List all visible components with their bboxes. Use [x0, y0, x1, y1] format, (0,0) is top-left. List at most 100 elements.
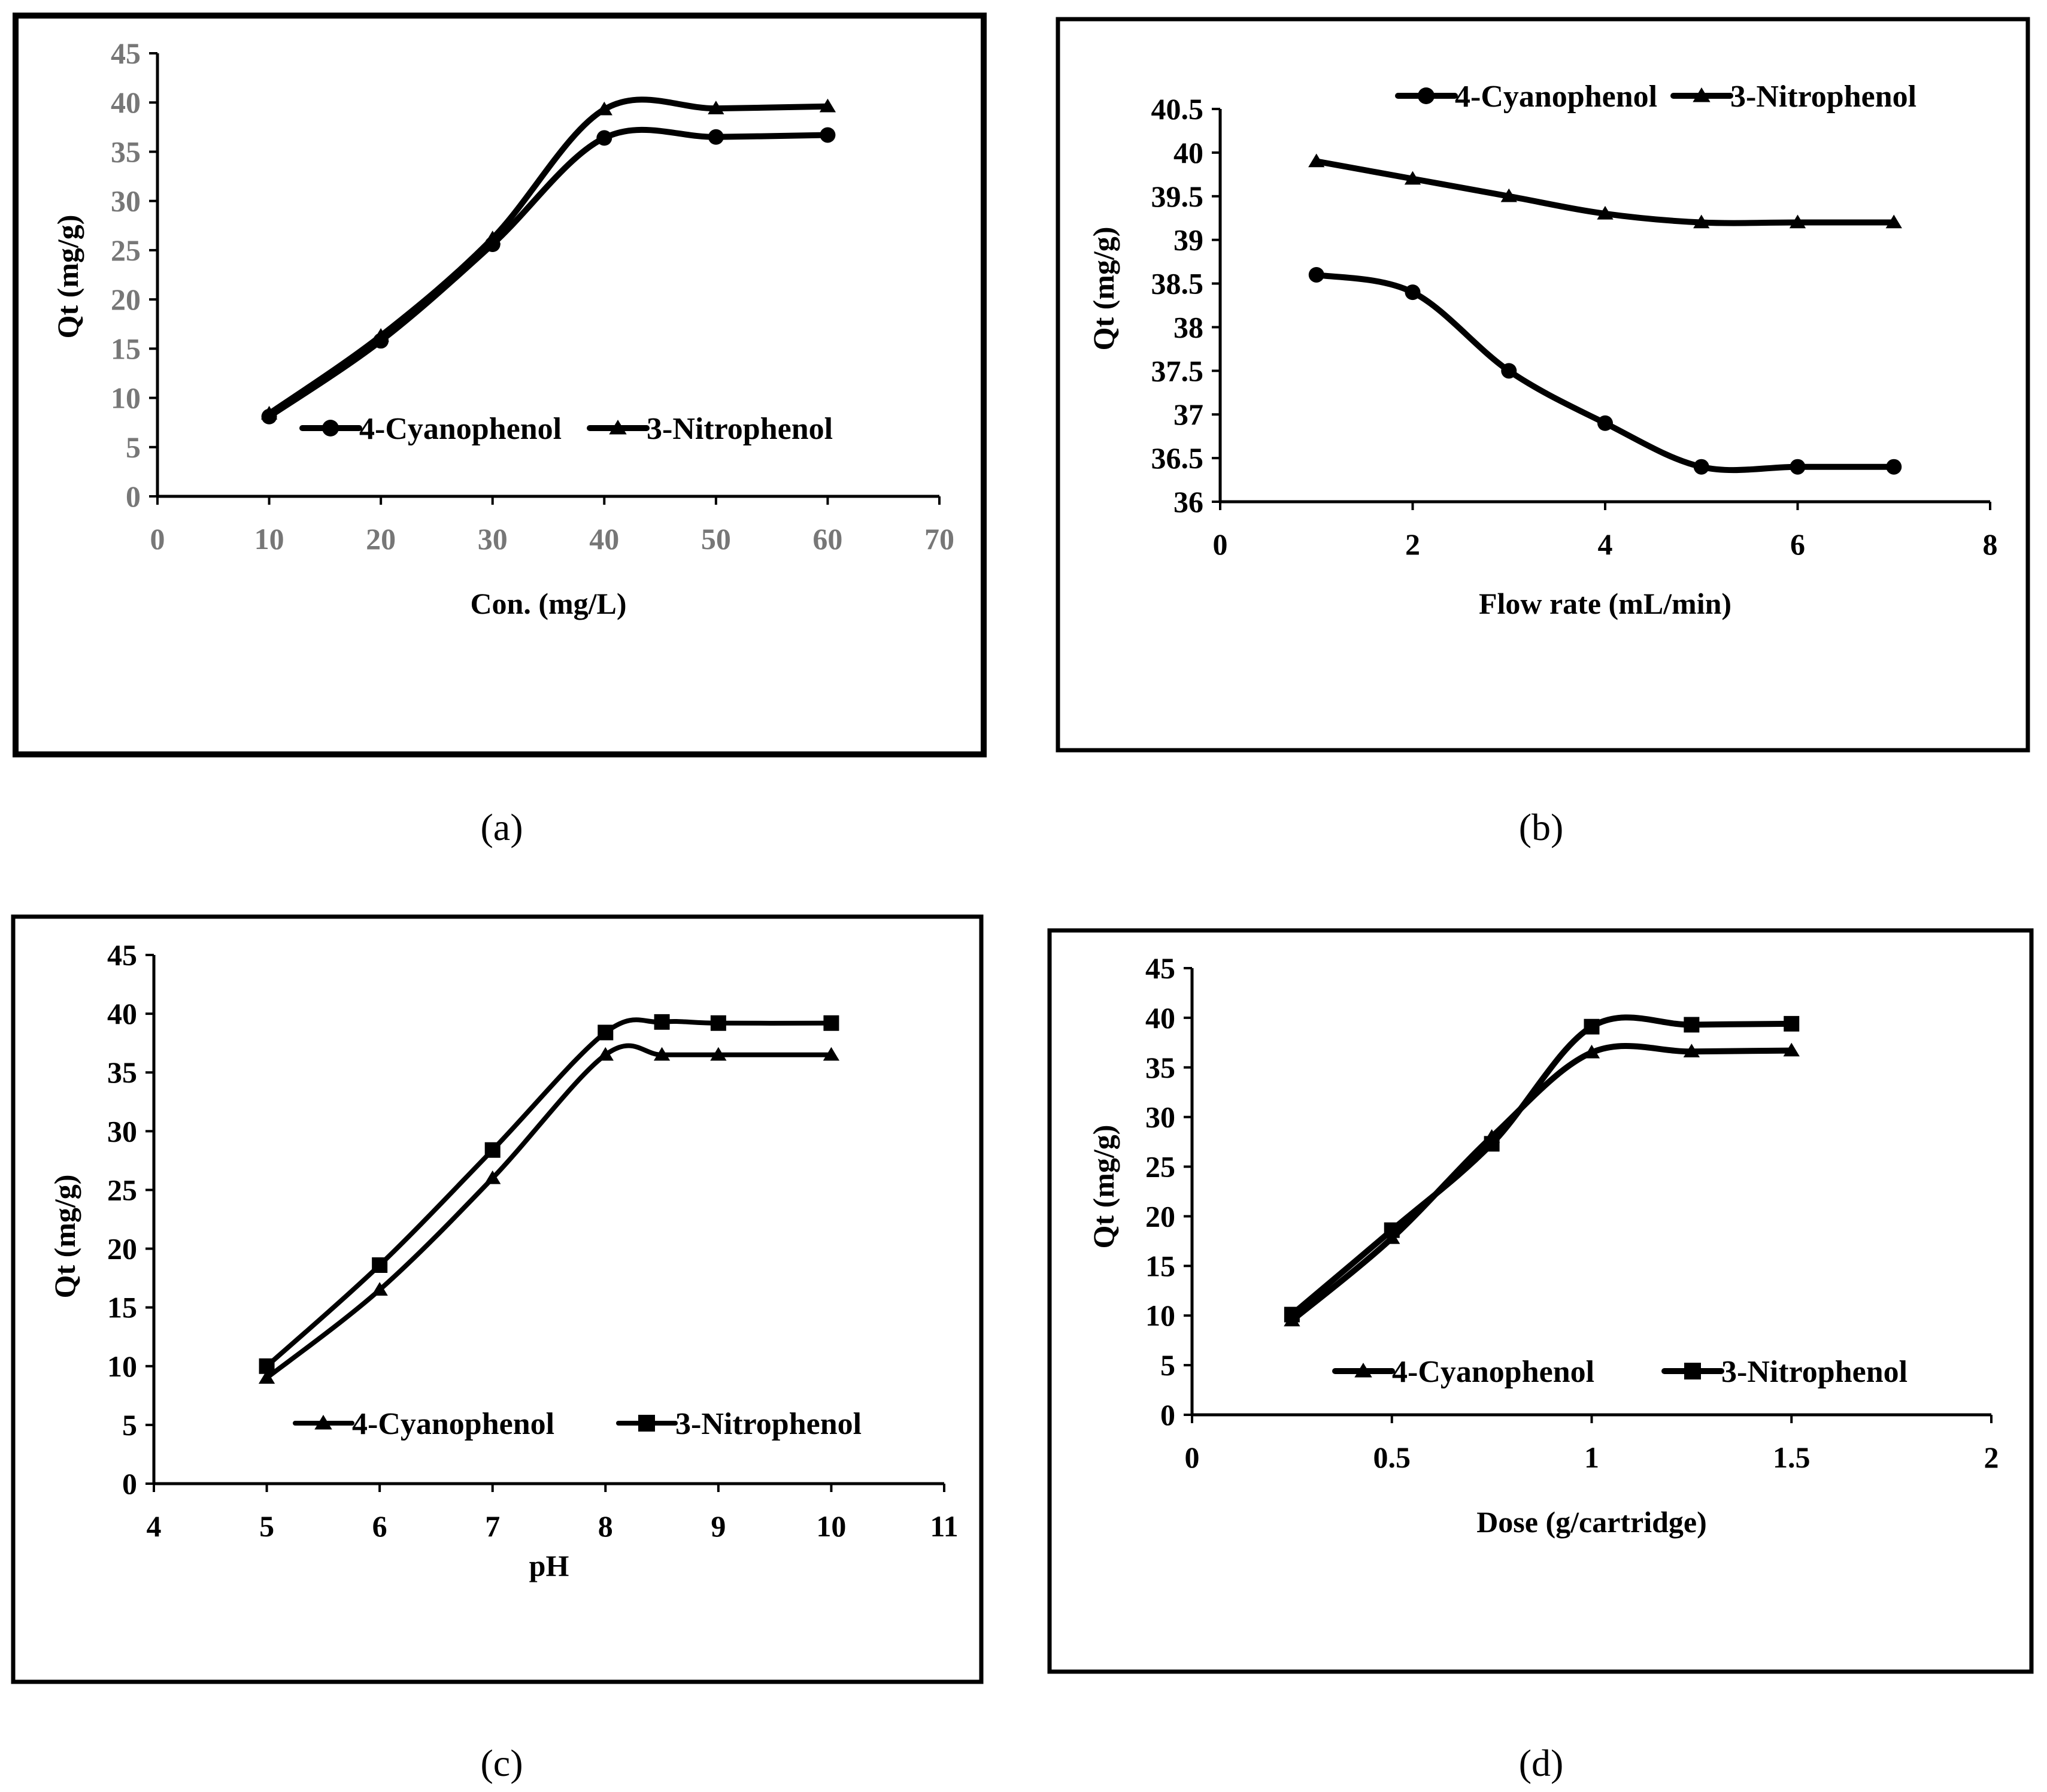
y-tick-label-b: 40 [1173, 136, 1203, 169]
data-point-c-3-nitrophenol [484, 1142, 501, 1158]
y-tick-label-c: 10 [107, 1350, 137, 1383]
y-axis-title-d: Qt (mg/g) [1087, 1125, 1120, 1249]
x-tick-label-c: 8 [598, 1509, 613, 1543]
data-point-d-3-nitrophenol [1684, 1017, 1700, 1033]
data-point-a-4-cyanophenol [820, 127, 836, 143]
data-point-b-3-nitrophenol [1597, 205, 1614, 220]
y-tick-label-c: 0 [122, 1467, 137, 1500]
x-tick-label-d: 0.5 [1373, 1441, 1411, 1474]
legend-marker-c-1 [638, 1415, 655, 1432]
y-tick-label-a: 10 [111, 381, 141, 415]
y-tick-label-c: 15 [107, 1291, 137, 1324]
data-point-b-4-cyanophenol [1501, 363, 1517, 379]
panel-caption-b: (b) [1519, 806, 1564, 848]
data-point-c-3-nitrophenol [654, 1014, 670, 1030]
y-tick-label-b: 38 [1173, 310, 1203, 344]
y-tick-label-d: 45 [1145, 951, 1175, 985]
x-tick-label-d: 1 [1584, 1441, 1599, 1474]
x-tick-label-a: 40 [589, 522, 619, 556]
data-point-b-4-cyanophenol [1693, 459, 1709, 475]
data-point-d-3-nitrophenol [1484, 1136, 1500, 1152]
legend-label-b-1: 3-Nitrophenol [1730, 80, 1916, 114]
y-tick-label-d: 15 [1145, 1249, 1175, 1282]
x-tick-label-c: 7 [485, 1509, 500, 1543]
data-point-a-4-cyanophenol [708, 129, 724, 145]
y-tick-label-b: 40.5 [1151, 92, 1204, 126]
legend-marker-a-0 [322, 420, 339, 436]
y-axis-title-b: Qt (mg/g) [1087, 227, 1120, 351]
x-tick-label-d: 1.5 [1773, 1441, 1811, 1474]
x-tick-label-a: 30 [478, 522, 508, 556]
data-point-b-3-nitrophenol [1404, 171, 1421, 185]
y-tick-label-d: 25 [1145, 1150, 1175, 1184]
data-point-a-3-nitrophenol [708, 101, 724, 114]
y-tick-label-c: 45 [107, 938, 137, 972]
x-tick-label-b: 6 [1790, 527, 1805, 561]
x-tick-label-c: 9 [711, 1509, 726, 1543]
data-point-d-3-nitrophenol [1384, 1222, 1400, 1238]
data-point-c-4-cyanophenol [823, 1047, 840, 1061]
legend-marker-b-0 [1418, 87, 1435, 104]
data-point-d-4-cyanophenol [1783, 1042, 1800, 1057]
data-point-c-4-cyanophenol [653, 1047, 671, 1061]
y-tick-label-d: 30 [1145, 1100, 1175, 1134]
data-point-a-3-nitrophenol [260, 405, 278, 420]
x-tick-label-b: 0 [1213, 527, 1228, 561]
panel-caption-a: (a) [480, 806, 523, 848]
data-point-d-4-cyanophenol [1683, 1044, 1700, 1058]
data-point-d-3-nitrophenol [1284, 1306, 1300, 1323]
x-tick-label-d: 0 [1185, 1441, 1200, 1474]
x-axis-title-d: Dose (g/cartridge) [1476, 1505, 1707, 1539]
x-tick-label-b: 4 [1598, 527, 1613, 561]
y-tick-label-d: 5 [1160, 1348, 1175, 1382]
data-point-a-3-nitrophenol [819, 98, 836, 113]
data-point-c-3-nitrophenol [598, 1024, 614, 1041]
data-point-b-3-nitrophenol [1500, 188, 1517, 202]
data-point-c-4-cyanophenol [371, 1282, 388, 1296]
data-point-a-4-cyanophenol [596, 130, 612, 146]
legend-label-c-1: 3-Nitrophenol [675, 1407, 862, 1441]
x-tick-label-d: 2 [1984, 1441, 1999, 1474]
panel-caption-d: (d) [1519, 1742, 1564, 1784]
x-axis-title-b: Flow rate (mL/min) [1479, 587, 1731, 620]
data-point-c-3-nitrophenol [259, 1358, 275, 1374]
x-tick-label-a: 70 [924, 522, 954, 556]
data-point-c-3-nitrophenol [823, 1015, 839, 1031]
data-point-c-4-cyanophenol [597, 1047, 614, 1061]
data-point-b-3-nitrophenol [1885, 214, 1902, 229]
chart-panel-b: 0 2 4 6 8 36 36.5 37 37.5 38 38.5 39 39.5 40 40.5 Flow … [1087, 80, 1998, 620]
y-tick-label-d: 0 [1160, 1398, 1175, 1432]
y-axis-title-c: Qt (mg/g) [48, 1175, 81, 1299]
y-tick-label-d: 35 [1145, 1051, 1175, 1084]
y-tick-label-a: 25 [111, 234, 141, 267]
y-tick-label-b: 38.5 [1151, 267, 1204, 301]
data-point-d-3-nitrophenol [1784, 1015, 1800, 1032]
y-tick-label-a: 30 [111, 184, 141, 218]
y-tick-label-d: 40 [1145, 1001, 1175, 1035]
y-tick-label-b: 37.5 [1151, 354, 1204, 387]
data-point-c-4-cyanophenol [710, 1047, 727, 1061]
y-tick-label-c: 25 [107, 1173, 137, 1206]
y-tick-label-c: 5 [122, 1408, 137, 1442]
x-tick-label-c: 4 [147, 1509, 162, 1543]
legend-label-d-1: 3-Nitrophenol [1721, 1355, 1907, 1389]
x-tick-label-b: 2 [1405, 527, 1420, 561]
data-point-b-3-nitrophenol [1308, 153, 1325, 168]
x-axis-title-a: Con. (mg/L) [470, 587, 626, 620]
x-tick-label-b: 8 [1983, 527, 1998, 561]
panel-c-frame [11, 914, 984, 1684]
data-point-c-3-nitrophenol [372, 1257, 388, 1273]
data-point-c-3-nitrophenol [710, 1015, 726, 1031]
legend-label-b-0: 4-Cyanophenol [1455, 80, 1657, 114]
data-point-c-4-cyanophenol [484, 1170, 501, 1184]
data-point-a-3-nitrophenol [372, 328, 389, 342]
y-tick-label-c: 20 [107, 1232, 137, 1266]
y-tick-label-d: 10 [1145, 1299, 1175, 1332]
y-tick-label-b: 39 [1173, 223, 1203, 257]
legend-label-a-1: 3-Nitrophenol [647, 412, 833, 446]
data-point-b-4-cyanophenol [1405, 284, 1421, 301]
panel-b-frame [1056, 17, 2030, 753]
x-axis-title-c: pH [529, 1549, 569, 1582]
